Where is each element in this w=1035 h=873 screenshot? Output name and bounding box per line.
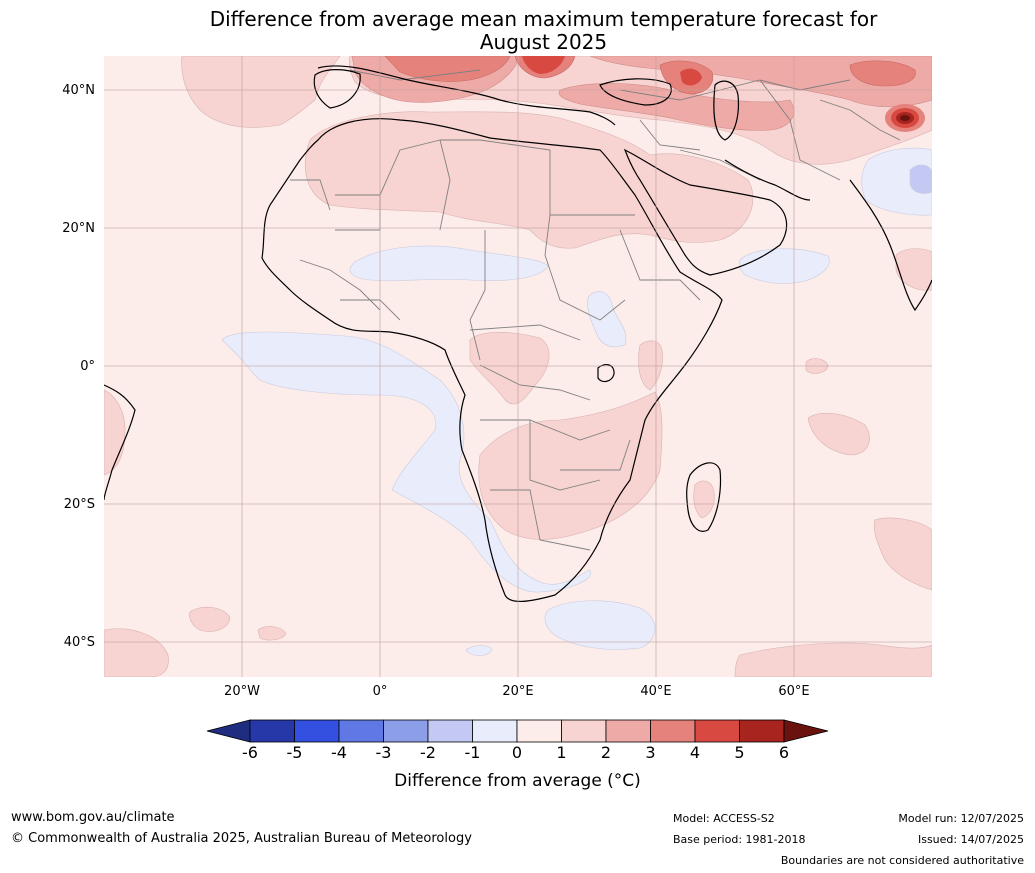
north-atlantic-warm: [181, 56, 341, 128]
indian-ocean-warm: [807, 412, 870, 456]
lat-label-20s: 20°S: [63, 497, 95, 512]
colorbar-tick: 2: [600, 743, 612, 762]
colorbar-tick: -2: [420, 743, 436, 762]
south-ocean-warm-east: [734, 642, 932, 677]
colorbar-bin: [561, 719, 607, 743]
title-line-1: Difference from average mean maximum tem…: [209, 7, 878, 31]
mediterranean-north-coast: [317, 65, 616, 126]
colorbar-bin: [294, 719, 340, 743]
colorbar-tick: -5: [286, 743, 303, 762]
colorbar-tick: -6: [242, 743, 258, 762]
lat-label-40s: 40°S: [63, 635, 95, 650]
colorbar-bin: [472, 719, 518, 743]
india-cool-patch: [861, 147, 932, 216]
colorbar: [206, 719, 829, 743]
southwest-ocean-warm: [104, 628, 169, 677]
india-cool-core: [909, 164, 932, 194]
lon-label-20e: 20°E: [502, 684, 534, 699]
lat-label-equator: 0°: [80, 359, 95, 374]
west-atlantic-warm: [104, 389, 126, 476]
colorbar-tick: 5: [734, 743, 745, 762]
footer-model: Model: ACCESS-S2: [673, 812, 775, 825]
map-title: Difference from average mean maximum tem…: [0, 8, 1035, 54]
arabia-coastline: [623, 148, 788, 276]
lon-label-60e: 60°E: [778, 684, 810, 699]
map-area: [104, 56, 932, 677]
east-india-warm: [895, 248, 932, 291]
colorbar-tick: 6: [778, 743, 790, 762]
lat-label-20n: 20°N: [62, 221, 95, 236]
colorbar-tick: 0: [511, 743, 523, 762]
horn-africa-warm: [638, 340, 663, 391]
colorbar-title: Difference from average (°C): [394, 771, 641, 791]
lat-label-40n: 40°N: [62, 83, 95, 98]
lon-label-0: 0°: [372, 684, 388, 699]
colorbar-tick: 1: [556, 743, 567, 762]
footer-issued: Issued: 14/07/2025: [917, 833, 1024, 846]
colorbar-tick: -3: [375, 743, 392, 762]
small-cool-patch: [465, 645, 493, 656]
colorbar-bin: [383, 719, 429, 743]
india-coast: [849, 179, 932, 312]
small-warm-2: [257, 626, 287, 641]
colorbar-tick: 3: [645, 743, 656, 762]
black-sea-coast: [599, 78, 672, 106]
colorbar-extend-high: [783, 719, 829, 743]
colorbar-bin: [427, 719, 473, 743]
balkan-very-hot: [522, 56, 565, 74]
small-warm-1: [189, 606, 231, 632]
europe-hot: [384, 56, 511, 82]
lake-victoria: [597, 364, 615, 383]
footer-disclaimer: Boundaries are not considered authoritat…: [780, 854, 1024, 867]
colorbar-bin: [739, 719, 785, 743]
colorbar-bin: [605, 719, 651, 743]
south-ocean-cool-patch: [544, 600, 656, 650]
africa-coastline: [261, 118, 723, 602]
colorbar-bin: [650, 719, 696, 743]
caspian-coast: [713, 80, 740, 141]
lon-label-40e: 40°E: [640, 684, 672, 699]
madagascar-coastline: [686, 462, 722, 532]
colorbar-tick: -4: [331, 743, 347, 762]
iberia-coast: [313, 69, 361, 109]
tarim-hot-core: [900, 115, 910, 121]
atlantic-cool-band: [221, 331, 591, 593]
southern-africa-warm: [478, 391, 663, 540]
graticule: [104, 56, 932, 677]
east-africa-cool-patch: [587, 291, 627, 348]
central-asia-hot: [849, 60, 916, 87]
coastlines: [104, 65, 932, 602]
colorbar-bin: [694, 719, 740, 743]
sahel-cool-band: [349, 245, 549, 281]
footer-model-run: Model run: 12/07/2025: [898, 812, 1024, 825]
footer-url: www.bom.gov.au/climate: [11, 810, 175, 825]
title-line-2: August 2025: [479, 30, 608, 54]
colorbar-tick: -1: [464, 743, 481, 762]
very-hot-regions: [522, 56, 925, 132]
southeast-ocean-warm: [873, 517, 932, 591]
south-america-coast: [104, 384, 136, 501]
colorbar-tick: 4: [689, 743, 701, 762]
footer-base-period: Base period: 1981-2018: [673, 833, 806, 846]
footer-copyright: © Commonwealth of Australia 2025, Austra…: [11, 831, 472, 846]
colorbar-extend-low: [206, 719, 251, 743]
colorbar-bin: [338, 719, 384, 743]
colorbar-bin: [249, 719, 295, 743]
lon-label-20w: 20°W: [224, 684, 260, 699]
colorbar-bin: [516, 719, 562, 743]
caucasus-very-hot: [680, 68, 702, 86]
arabian-sea-cool-patch: [739, 248, 830, 284]
persian-gulf-coast: [724, 159, 811, 201]
cool-anomaly-regions: [221, 147, 932, 656]
country-borders: [290, 69, 901, 551]
